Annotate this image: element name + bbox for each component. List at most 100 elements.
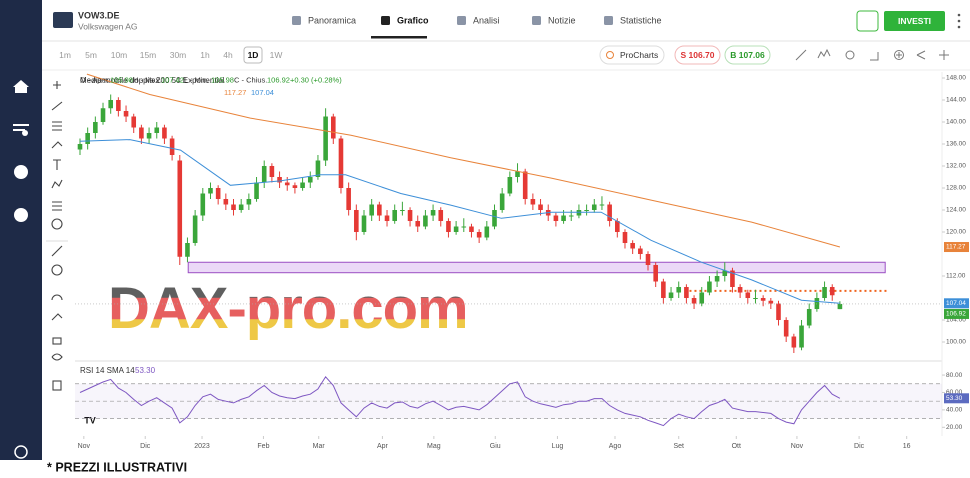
candle-body <box>730 270 735 288</box>
candle-body <box>162 127 167 139</box>
candle-body <box>223 199 229 205</box>
candle-body <box>384 215 390 222</box>
candle-body <box>645 254 651 266</box>
candle-body <box>653 265 658 282</box>
candle-body <box>300 182 305 189</box>
symbol: VOW3.DE <box>78 10 120 20</box>
tab-icon[interactable] <box>604 16 613 25</box>
tab-label[interactable]: Statistiche <box>620 15 662 25</box>
candle-body <box>93 121 98 133</box>
x-tick-label: Dic <box>854 443 865 450</box>
menu-dots[interactable] <box>957 13 961 29</box>
candle-body <box>377 204 382 216</box>
candle-body <box>806 309 812 326</box>
home-icon[interactable] <box>13 80 29 93</box>
candle-body <box>238 204 244 211</box>
ohlc-value: 107.42 <box>161 75 184 84</box>
y-tick-label: 120.00 <box>946 229 966 236</box>
y-tick-label: 112.00 <box>946 273 966 280</box>
x-tick-label: 2023 <box>194 443 210 450</box>
tv-logo <box>83 415 97 427</box>
ohlc-label: L - Min. <box>184 75 209 84</box>
candle-body <box>330 116 336 139</box>
candle-body <box>507 177 513 194</box>
candle-body <box>315 160 321 178</box>
tab-icon[interactable] <box>381 16 390 25</box>
candle-body <box>361 215 367 233</box>
candle-body <box>714 276 720 282</box>
procharts-label[interactable]: ProCharts <box>620 50 658 60</box>
timeframe[interactable]: 1D <box>248 50 259 60</box>
tab-label[interactable]: Notizie <box>548 15 576 25</box>
candle-body <box>630 243 635 249</box>
watchlist-icon[interactable] <box>13 124 29 126</box>
timeframe[interactable]: 1h <box>200 50 210 60</box>
portfolio-icon[interactable] <box>14 165 28 179</box>
candle-body <box>346 188 351 211</box>
ma-legend-value: 117.27 <box>224 88 246 97</box>
x-tick-label: Lug <box>552 443 564 450</box>
candle-body <box>323 116 328 161</box>
sidebar-icons <box>13 80 29 459</box>
tab-icon[interactable] <box>532 16 541 25</box>
candle-body <box>284 182 290 186</box>
timeframe[interactable]: 30m <box>170 50 187 60</box>
x-tick-label: Set <box>673 443 684 450</box>
tab-label[interactable]: Grafico <box>397 15 429 25</box>
timeframe[interactable]: 5m <box>85 50 97 60</box>
ohlc-value: 106.92 <box>267 75 290 84</box>
rsi-tick-label: 80.00 <box>946 372 963 379</box>
timeframe[interactable]: 15m <box>140 50 157 60</box>
x-tick-label: Nov <box>78 443 91 450</box>
rsi-last-label: 53.30 <box>946 395 963 402</box>
candle-body <box>492 210 497 227</box>
tab-label[interactable]: Panoramica <box>308 15 356 25</box>
candle-body <box>661 281 666 299</box>
timeframe[interactable]: 4h <box>223 50 233 60</box>
tab-icon[interactable] <box>457 16 466 25</box>
sidebar <box>0 0 42 460</box>
timeframe[interactable]: 1W <box>270 50 283 60</box>
buy-pill[interactable] <box>724 45 771 65</box>
ma-price-label: 107.04 <box>946 300 966 307</box>
y-tick-label: 136.00 <box>946 141 966 148</box>
candle-body <box>783 320 789 337</box>
candle-body <box>799 325 804 348</box>
ma-price-label: 117.27 <box>946 244 966 251</box>
candle-body <box>599 204 605 206</box>
rsi-last-box <box>944 393 969 404</box>
procharts-pill[interactable] <box>599 45 665 65</box>
y-tick-label: 124.00 <box>946 207 966 214</box>
ma-price-label-box <box>944 242 969 253</box>
last-price-label: 106.92 <box>946 311 966 318</box>
help-icon[interactable] <box>14 445 28 459</box>
watermark: DAX-pro.com <box>108 276 468 341</box>
timeframe[interactable]: 1m <box>59 50 71 60</box>
candle-body <box>139 127 144 139</box>
candle-body <box>576 210 582 216</box>
candle-body <box>108 99 113 109</box>
sell-pill[interactable] <box>674 45 721 65</box>
buy-price[interactable]: B 107.06 <box>730 50 765 60</box>
candle-body <box>553 215 559 222</box>
rsi-tick-label: 60.00 <box>946 389 963 396</box>
candle-body <box>453 226 459 233</box>
invest-button[interactable] <box>884 11 945 31</box>
drawing-toolbar[interactable] <box>51 81 63 391</box>
timeframe-active <box>243 46 263 64</box>
tab-icon[interactable] <box>292 16 301 25</box>
candle-body <box>200 193 206 216</box>
sell-price[interactable]: S 106.70 <box>680 50 714 60</box>
discover-icon[interactable] <box>14 208 28 222</box>
ohlc-label: H - Max. <box>133 75 161 84</box>
tab-label[interactable]: Analisi <box>473 15 500 25</box>
watch-button[interactable] <box>856 10 879 32</box>
timeframe[interactable]: 10m <box>111 50 128 60</box>
chart-tools[interactable] <box>795 48 949 61</box>
invest-label[interactable]: INVESTI <box>898 16 931 26</box>
candle-body <box>123 110 129 117</box>
candle-body <box>676 287 682 293</box>
x-tick-label: 16 <box>903 443 911 450</box>
